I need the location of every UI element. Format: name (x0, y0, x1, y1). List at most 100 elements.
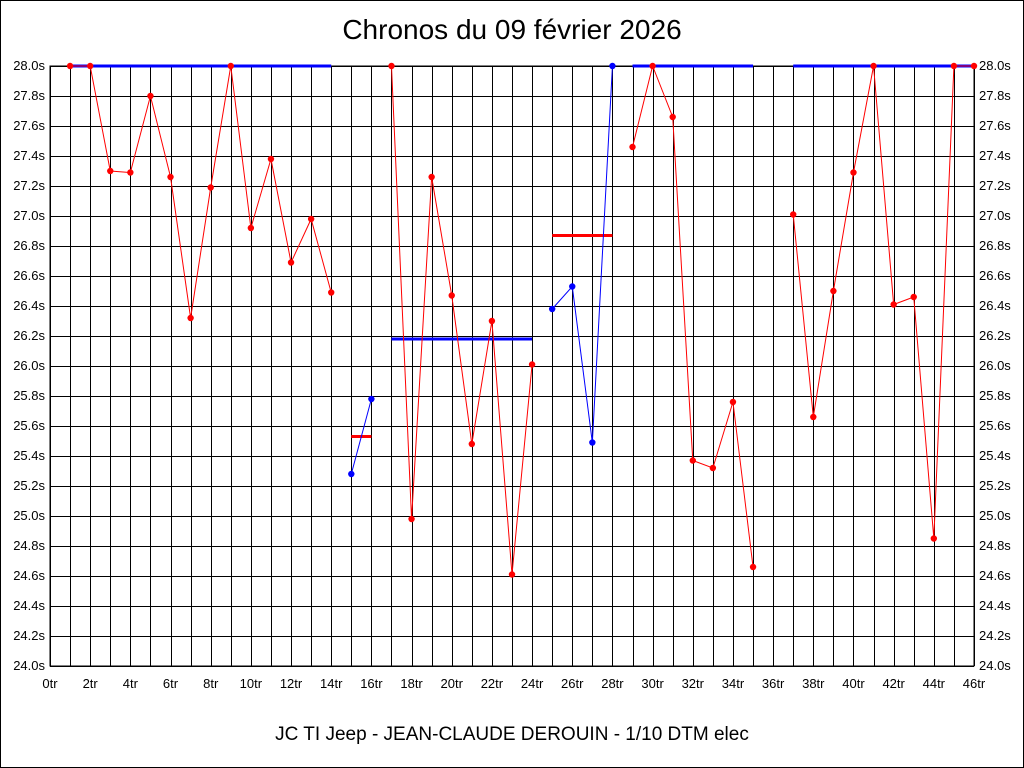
y-tick-label-left: 26.8s (13, 238, 45, 253)
chart-title: Chronos du 09 février 2026 (342, 14, 682, 45)
series-points (66, 62, 978, 578)
x-tick-label: 8tr (203, 676, 219, 691)
y-tick-label-left: 24.8s (13, 538, 45, 553)
series-line (390, 65, 533, 575)
y-tick-label-left: 24.4s (13, 598, 45, 613)
data-point (749, 563, 757, 571)
y-tick-label-right: 25.6s (979, 418, 1011, 433)
data-point (729, 398, 737, 406)
data-point (629, 143, 636, 151)
x-tick-label: 6tr (163, 676, 179, 691)
series-line (70, 65, 332, 319)
x-tick-label: 20tr (441, 676, 464, 691)
y-tick-label-right: 24.6s (979, 568, 1011, 583)
y-tick-label-left: 27.4s (13, 148, 45, 163)
y-tick-label-right: 27.6s (979, 118, 1011, 133)
x-tick-label: 40tr (842, 676, 865, 691)
y-tick-label-right: 26.6s (979, 268, 1011, 283)
y-tick-label-right: 25.8s (979, 388, 1011, 403)
x-tick-label: 10tr (240, 676, 263, 691)
data-point (127, 169, 134, 176)
y-tick-label-right: 24.4s (979, 598, 1011, 613)
y-tick-label-left: 27.8s (13, 88, 45, 103)
y-tick-label-right: 24.2s (979, 628, 1011, 643)
y-tick-label-right: 27.0s (979, 208, 1011, 223)
data-point (388, 62, 395, 70)
data-point (328, 289, 335, 296)
y-tick-label-left: 24.2s (13, 628, 45, 643)
y-tick-label-right: 25.0s (979, 508, 1011, 523)
data-point (187, 314, 194, 322)
data-point (910, 293, 917, 301)
data-point (368, 395, 375, 403)
data-point (287, 259, 295, 266)
data-point (890, 301, 897, 308)
x-tick-labels: 0tr 2tr 4tr 6tr 8tr 10tr 12tr 14tr 16tr 18tr 20tr 2… (42, 676, 985, 691)
data-point (790, 211, 797, 218)
y-tick-label-left: 27.6s (13, 118, 45, 133)
y-tick-label-right: 28.0s (979, 58, 1011, 73)
data-point (669, 113, 676, 121)
y-tick-label-right: 26.4s (979, 298, 1011, 313)
data-point (448, 292, 455, 299)
x-tick-label: 28tr (601, 676, 624, 691)
x-tick-label: 42tr (882, 676, 905, 691)
x-tick-label: 16tr (360, 676, 383, 691)
data-point (589, 439, 596, 446)
x-tick-label: 4tr (123, 676, 139, 691)
x-tick-label: 24tr (521, 676, 544, 691)
data-point (569, 283, 576, 290)
x-tick-label: 44tr (923, 676, 946, 691)
y-tick-label-left: 25.4s (13, 448, 45, 463)
x-tick-label: 46tr (963, 676, 986, 691)
data-point (649, 62, 656, 70)
data-point (508, 571, 516, 578)
data-point (810, 413, 817, 421)
x-tick-label: 12tr (280, 676, 303, 691)
y-tick-label-left: 26.6s (13, 268, 45, 283)
x-tick-label: 2tr (83, 676, 99, 691)
y-tick-label-right: 27.2s (979, 178, 1011, 193)
y-tick-label-right: 27.8s (979, 88, 1011, 103)
data-point (950, 62, 958, 70)
x-tick-label: 32tr (682, 676, 705, 691)
y-tick-label-right: 26.0s (979, 358, 1011, 373)
x-tick-label: 30tr (641, 676, 664, 691)
y-tick-label-left: 24.0s (13, 658, 45, 673)
y-tick-label-left: 26.4s (13, 298, 45, 313)
data-point (66, 62, 74, 70)
data-point (468, 440, 476, 448)
data-point (408, 515, 415, 523)
y-tick-label-left: 25.2s (13, 478, 45, 493)
data-point (930, 535, 938, 542)
y-tick-label-left: 27.0s (13, 208, 45, 223)
chart-subtitle: JC TI Jeep - JEAN-CLAUDE DEROUIN - 1/10 … (275, 724, 749, 745)
y-tick-label-left: 27.2s (13, 178, 45, 193)
average-lines (70, 64, 974, 438)
data-point (548, 305, 556, 313)
y-tick-labels-left: 24.0s 24.2s 24.4s 24.6s 24.8s 25.0s 25.2s 25.4s… (13, 58, 45, 673)
x-tick-label: 36tr (762, 676, 785, 691)
y-tick-label-right: 26.8s (979, 238, 1011, 253)
x-tick-label: 26tr (561, 676, 584, 691)
data-point (207, 184, 214, 191)
data-point (609, 62, 616, 70)
data-point (167, 173, 174, 181)
y-tick-label-left: 28.0s (13, 58, 45, 73)
x-tick-label: 22tr (481, 676, 504, 691)
x-tick-label: 18tr (400, 676, 423, 691)
series-line (632, 64, 754, 568)
data-point (428, 173, 435, 181)
y-tick-label-left: 26.0s (13, 358, 45, 373)
y-tick-label-right: 25.2s (979, 478, 1011, 493)
data-point (830, 287, 837, 295)
series-line (551, 65, 613, 443)
data-point (247, 224, 255, 232)
y-tick-label-right: 25.4s (979, 448, 1011, 463)
data-point (709, 464, 717, 472)
data-point (870, 62, 877, 70)
data-point (307, 215, 315, 223)
x-tick-label: 34tr (722, 676, 745, 691)
y-tick-label-right: 27.4s (979, 148, 1011, 163)
